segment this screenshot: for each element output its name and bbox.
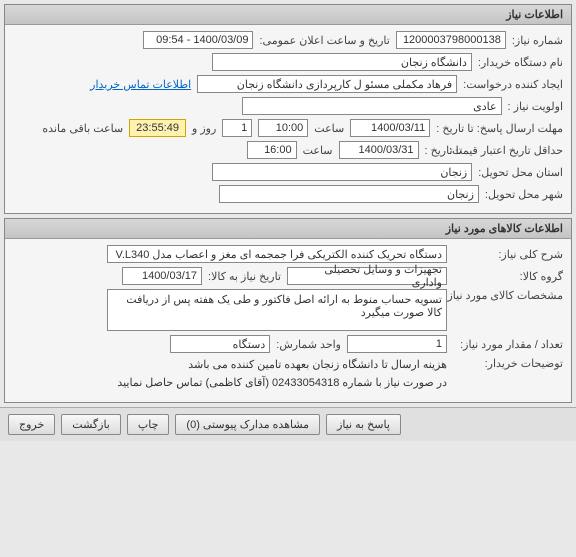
requester-field: فرهاد مکملی مسئو ل کارپردازی دانشگاه زنج… [197, 75, 457, 93]
buyer-notes-label: توضیحات خریدار: [453, 357, 563, 370]
validity-date-field: 1400/03/31 [339, 141, 419, 159]
need-date-field: 1400/03/17 [122, 267, 202, 285]
need-number-label: شماره نیاز: [512, 34, 563, 47]
group-label: گروه کالا: [453, 270, 563, 283]
specs-label: مشخصات کالای مورد نیاز: [453, 289, 563, 302]
unit-label: واحد شمارش: [276, 338, 341, 351]
respond-button[interactable]: پاسخ به نیاز [326, 414, 401, 435]
panel1-header: اطلاعات نیاز [5, 5, 571, 25]
buyer-label: نام دستگاه خریدار: [478, 56, 563, 69]
qty-label: تعداد / مقدار مورد نیاز: [453, 338, 563, 351]
print-button[interactable]: چاپ [127, 414, 170, 435]
need-number-field: 1200003798000138 [396, 31, 506, 49]
need-info-panel: اطلاعات نیاز شماره نیاز: 120000379800013… [4, 4, 572, 214]
priority-field: عادی [242, 97, 502, 115]
exit-button[interactable]: خروج [8, 414, 55, 435]
deadline-label: مهلت ارسال پاسخ: تا تاریخ : [436, 122, 563, 135]
buyer-field: دانشگاه زنجان [212, 53, 472, 71]
attachments-button[interactable]: مشاهده مدارک پیوستی (0) [175, 414, 320, 435]
validity-time-field: 16:00 [247, 141, 297, 159]
city-label: شهر محل تحویل: [485, 188, 563, 201]
datetime-label: تاریخ و ساعت اعلان عمومی: [259, 34, 389, 47]
min-validity-sublabel: تا تاریخ : [425, 144, 462, 157]
min-validity-label: حداقل تاریخ اعتبار قیمت: [468, 144, 563, 157]
days-field: 1 [222, 119, 252, 137]
time-label-2: ساعت [303, 144, 333, 157]
deadline-date-field: 1400/03/11 [350, 119, 430, 137]
buyer-notes-line2: در صورت نیاز با شماره 02433054318 (آقای … [117, 375, 447, 393]
province-field: زنجان [212, 163, 472, 181]
group-field: تجهیزات و وسایل تحصیلی واداری [287, 267, 447, 285]
button-bar: پاسخ به نیاز مشاهده مدارک پیوستی (0) چاپ… [0, 407, 576, 441]
contact-link[interactable]: اطلاعات تماس خریدار [90, 78, 191, 91]
buyer-notes-text: هزینه ارسال تا دانشگاه زنجان بعهده تامین… [117, 357, 447, 392]
requester-label: ایجاد کننده درخواست: [463, 78, 563, 91]
unit-field: دستگاه [170, 335, 270, 353]
city-field: زنجان [219, 185, 479, 203]
summary-label: شرح کلی نیاز: [453, 248, 563, 261]
specs-field: تسویه حساب منوط به ارائه اصل فاکتور و طی… [107, 289, 447, 331]
goods-info-panel: اطلاعات کالاهای مورد نیاز شرح کلی نیاز: … [4, 218, 572, 403]
remaining-label: ساعت باقی مانده [42, 122, 123, 135]
panel2-header: اطلاعات کالاهای مورد نیاز [5, 219, 571, 239]
time-label-1: ساعت [314, 122, 344, 135]
qty-field: 1 [347, 335, 447, 353]
need-date-label: تاریخ نیاز به کالا: [208, 270, 281, 283]
countdown-timer: 23:55:49 [129, 119, 186, 137]
deadline-time-field: 10:00 [258, 119, 308, 137]
province-label: استان محل تحویل: [478, 166, 563, 179]
days-label: روز و [192, 122, 216, 135]
back-button[interactable]: بازگشت [61, 414, 121, 435]
priority-label: اولویت نیاز : [508, 100, 563, 113]
buyer-notes-line1: هزینه ارسال تا دانشگاه زنجان بعهده تامین… [117, 357, 447, 375]
summary-field: دستگاه تحریک کننده الکتریکی فرا جمجمه ای… [107, 245, 447, 263]
datetime-field: 1400/03/09 - 09:54 [143, 31, 253, 49]
